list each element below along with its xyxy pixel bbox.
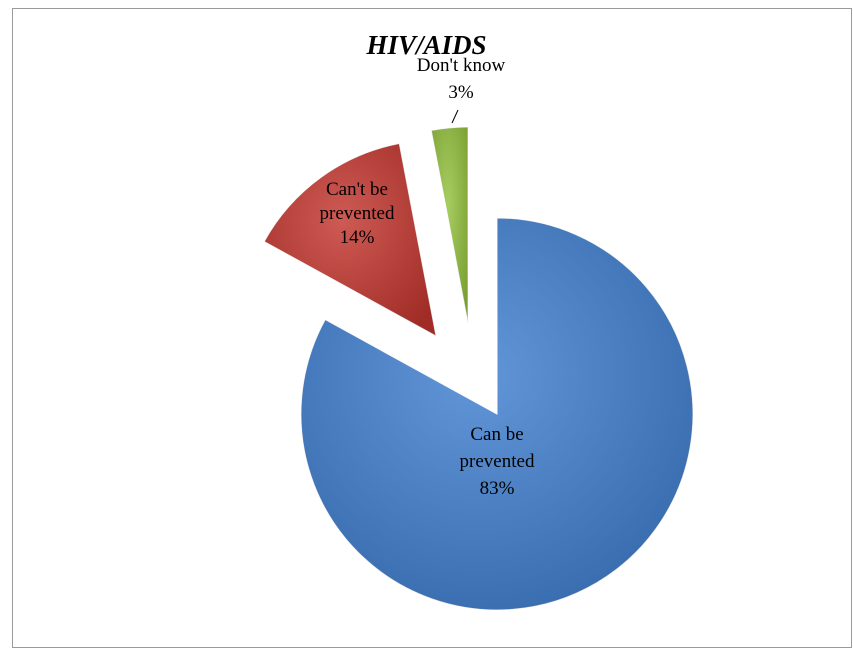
slice-label: prevented (460, 451, 535, 472)
leader-line (451, 109, 459, 124)
slice-label: Don't know (417, 55, 506, 76)
pie-chart: Can be prevented 83% Can't be prevented 14% Do… (263, 55, 694, 611)
slice-label: prevented (320, 203, 395, 224)
slice-label: Can't be (326, 179, 388, 200)
pie-slice-shading (264, 143, 436, 336)
pie-slice-shading (431, 127, 468, 323)
chart-title: HIV/AIDS (366, 30, 487, 60)
slice-label: Can be (470, 424, 523, 445)
slice-label: 83% (480, 478, 515, 499)
pie-slice-shading (300, 218, 693, 610)
slice-label: 3% (448, 82, 474, 103)
slice-label: 14% (340, 227, 375, 248)
